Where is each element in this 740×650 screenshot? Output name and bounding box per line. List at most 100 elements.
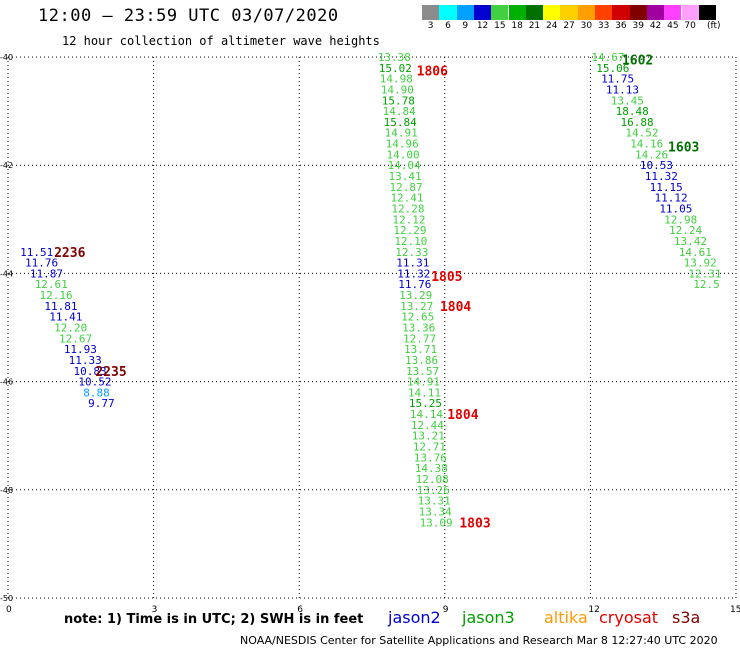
wave-height-point: 11.75: [601, 73, 634, 86]
wave-height-point: 12.12: [392, 213, 425, 226]
wave-height-point: 13.92: [684, 257, 717, 270]
y-tick-label: -48: [0, 486, 13, 495]
legend-swatch: [473, 5, 492, 20]
pass-time-label: 1804: [440, 300, 471, 315]
x-tick-label: 9: [443, 605, 449, 615]
wave-height-point: 13.86: [405, 354, 438, 367]
wave-height-point: 13.71: [404, 343, 437, 356]
wave-height-point: 11.41: [49, 311, 82, 324]
wave-height-point: 14.26: [635, 148, 668, 161]
legend-bin-label: 45: [667, 21, 679, 31]
wave-height-point: 13.42: [674, 235, 707, 248]
x-tick-label: 0: [6, 605, 12, 615]
wave-height-point: 11.87: [30, 267, 63, 280]
wave-height-point: 13.31: [418, 495, 451, 508]
y-tick-label: -44: [0, 269, 13, 278]
wave-height-point: 11.05: [659, 202, 692, 215]
pass-time-label: 1603: [668, 140, 699, 155]
wave-height-point: 15.78: [382, 94, 415, 107]
legend-swatch: [646, 5, 665, 20]
chart-title: 12:00 – 23:59 UTC 03/07/2020: [38, 6, 339, 26]
wave-height-point: 11.33: [69, 354, 102, 367]
y-tick-label: -40: [0, 53, 13, 62]
wave-height-point: 16.88: [620, 116, 653, 129]
pass-time-label: 2235: [95, 365, 126, 380]
wave-height-point: 13.36: [402, 322, 435, 335]
legend-bin-label: 24: [546, 21, 558, 31]
wave-height-point: 14.91: [407, 376, 440, 389]
wave-height-point: 11.76: [398, 278, 431, 291]
legend-swatch: [456, 5, 474, 20]
wave-height-point: 12.24: [669, 224, 702, 237]
wave-height-point: 13.41: [389, 170, 422, 183]
y-tick-label: -50: [0, 594, 13, 603]
pass-time-label: 1804: [447, 408, 478, 423]
legend-swatch: [681, 5, 699, 20]
wave-height-point: 11.31: [396, 257, 429, 270]
wave-height-point: 9.77: [88, 397, 115, 410]
wave-height-point: 12.77: [403, 332, 436, 345]
legend-bin-label: 3: [427, 21, 434, 31]
footer-credit: NOAA/NESDIS Center for Satellite Applica…: [240, 634, 718, 647]
pass-time-label: 1805: [431, 270, 462, 285]
legend-bin-label: 30: [580, 21, 593, 31]
legend-swatch: [525, 5, 544, 20]
chart-subtitle: 12 hour collection of altimeter wave hei…: [62, 34, 380, 48]
legend-bin-label: 6: [445, 21, 451, 31]
satellite-label-jason3: jason3: [462, 608, 515, 627]
x-tick-label: 3: [152, 605, 158, 615]
wave-height-point: 13.57: [406, 365, 439, 378]
wave-height-point: 14.98: [380, 73, 413, 86]
footer-note: note: 1) Time is in UTC; 2) SWH is in fe…: [64, 612, 364, 627]
satellite-label-cryosat: cryosat: [599, 608, 659, 627]
wave-height-point: 13.45: [611, 94, 644, 107]
legend-bin-label: 21: [528, 21, 541, 31]
wave-height-point: 14.67: [591, 51, 624, 64]
legend-bin-label: 36: [615, 21, 627, 31]
wave-height-point: 10.83: [74, 365, 107, 378]
wave-height-point: 14.96: [386, 138, 419, 151]
y-tick-label: -42: [0, 161, 13, 170]
wave-height-point: 12.71: [413, 441, 446, 454]
wave-height-point: 15.06: [596, 62, 629, 75]
wave-height-point: 11.13: [606, 83, 639, 96]
wave-height-point: 14.04: [388, 159, 421, 172]
wave-height-point: 14.00: [387, 148, 420, 161]
satellite-label-altika: altika: [544, 608, 588, 627]
wave-height-point: 12.08: [416, 473, 449, 486]
wave-height-point: 12.16: [40, 289, 73, 302]
wave-height-point: 14.90: [381, 83, 414, 96]
wave-height-point: 12.41: [390, 192, 423, 205]
wave-height-point: 12.33: [395, 246, 428, 259]
wave-height-point: 12.20: [54, 322, 87, 335]
wave-height-point: 14.84: [383, 105, 416, 118]
pass-time-label: 2236: [54, 246, 85, 261]
wave-height-point: 12.65: [401, 311, 434, 324]
wave-height-point: 10.53: [640, 159, 673, 172]
wave-height-point: 14.91: [385, 127, 418, 140]
legend-swatch: [577, 5, 595, 20]
wave-height-point: 13.09: [420, 516, 453, 529]
legend-swatch: [664, 5, 682, 20]
wave-height-point: 12.67: [59, 332, 92, 345]
legend-bin-label: 18: [511, 21, 523, 31]
wave-height-point: 12.87: [389, 181, 422, 194]
legend-bin-label: 15: [494, 21, 506, 31]
wave-height-point: 11.81: [44, 300, 77, 313]
legend-swatch: [612, 5, 630, 20]
x-tick-label: 12: [588, 605, 599, 615]
wave-height-point: 11.93: [64, 343, 97, 356]
wave-height-point: 12.98: [664, 213, 697, 226]
wave-height-point: 14.52: [625, 127, 658, 140]
wave-height-point: 13.34: [419, 505, 452, 518]
wave-height-point: 15.84: [384, 116, 417, 129]
wave-height-point: 14.38: [415, 462, 448, 475]
legend-swatch: [508, 5, 526, 20]
wave-height-point: 13.76: [414, 451, 447, 464]
wave-height-point: 12.29: [393, 224, 426, 237]
pass-time-label: 1803: [459, 516, 490, 531]
legend-swatch: [698, 5, 717, 20]
wave-height-point: 8.88: [83, 386, 110, 399]
legend-swatch: [422, 5, 440, 20]
